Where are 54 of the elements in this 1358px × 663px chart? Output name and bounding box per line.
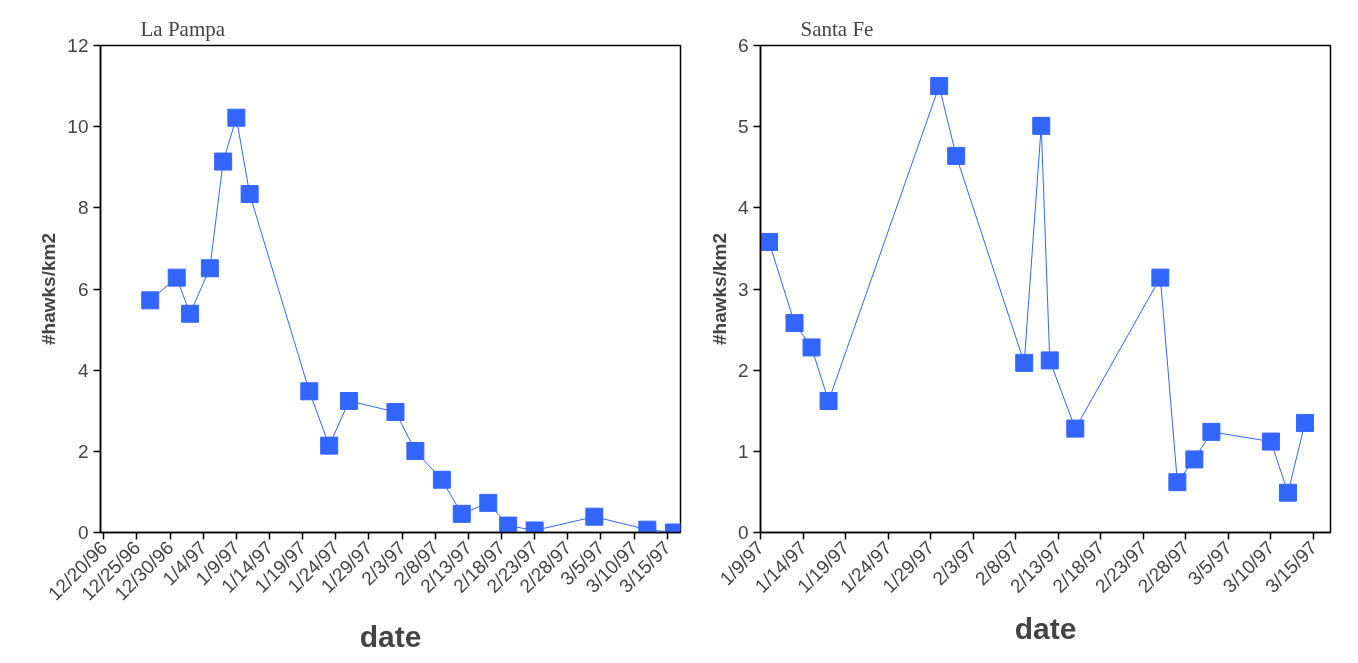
y-tick-label: 4 [737, 197, 749, 219]
y-tick-label: 12 [67, 35, 89, 56]
point [1202, 422, 1221, 441]
point [167, 268, 186, 287]
point [180, 304, 199, 323]
point [819, 392, 838, 411]
point [1278, 483, 1297, 502]
point [300, 382, 319, 401]
point [1066, 419, 1085, 438]
y-tick-label: 10 [67, 116, 89, 138]
y-tick-label: 2 [737, 359, 749, 381]
y-axis-title: #hawks/km2 [708, 233, 730, 345]
y-tick-label: 6 [737, 35, 749, 56]
point [1015, 353, 1034, 372]
point [785, 314, 804, 333]
y-tick-label: 5 [737, 116, 749, 138]
point [200, 259, 219, 278]
chart-title: Santa Fe [800, 16, 874, 41]
point [1168, 473, 1187, 492]
point [452, 504, 471, 523]
y-tick-label: 4 [77, 359, 89, 381]
y-tick-label: 3 [737, 278, 749, 300]
point [1040, 351, 1059, 370]
point [1185, 450, 1204, 469]
y-tick-label: 1 [737, 440, 749, 462]
point [585, 507, 604, 526]
point [760, 232, 779, 251]
point [227, 108, 246, 127]
y-tick-label: 6 [77, 278, 89, 300]
point [386, 402, 405, 421]
point [320, 436, 339, 455]
point [432, 470, 451, 489]
chart-title: La Pampa [140, 16, 226, 41]
x-axis-title: date [1014, 612, 1077, 646]
point [802, 338, 821, 357]
point [1151, 268, 1170, 287]
point [1261, 432, 1280, 451]
point [1032, 116, 1051, 135]
y-tick-label: 2 [77, 440, 89, 462]
y-tick-label: 0 [737, 522, 749, 543]
point [340, 392, 359, 411]
point [141, 291, 160, 310]
point [1295, 413, 1314, 432]
point [499, 516, 518, 533]
y-tick-label: 8 [77, 197, 89, 219]
x-axis-title: date [359, 619, 422, 653]
point [406, 441, 425, 460]
y-tick-label: 0 [77, 522, 89, 543]
point [930, 77, 949, 96]
y-axis-title: #hawks/km2 [38, 233, 60, 345]
point [479, 493, 498, 512]
point [240, 185, 259, 204]
point [947, 146, 966, 165]
point [214, 152, 233, 171]
